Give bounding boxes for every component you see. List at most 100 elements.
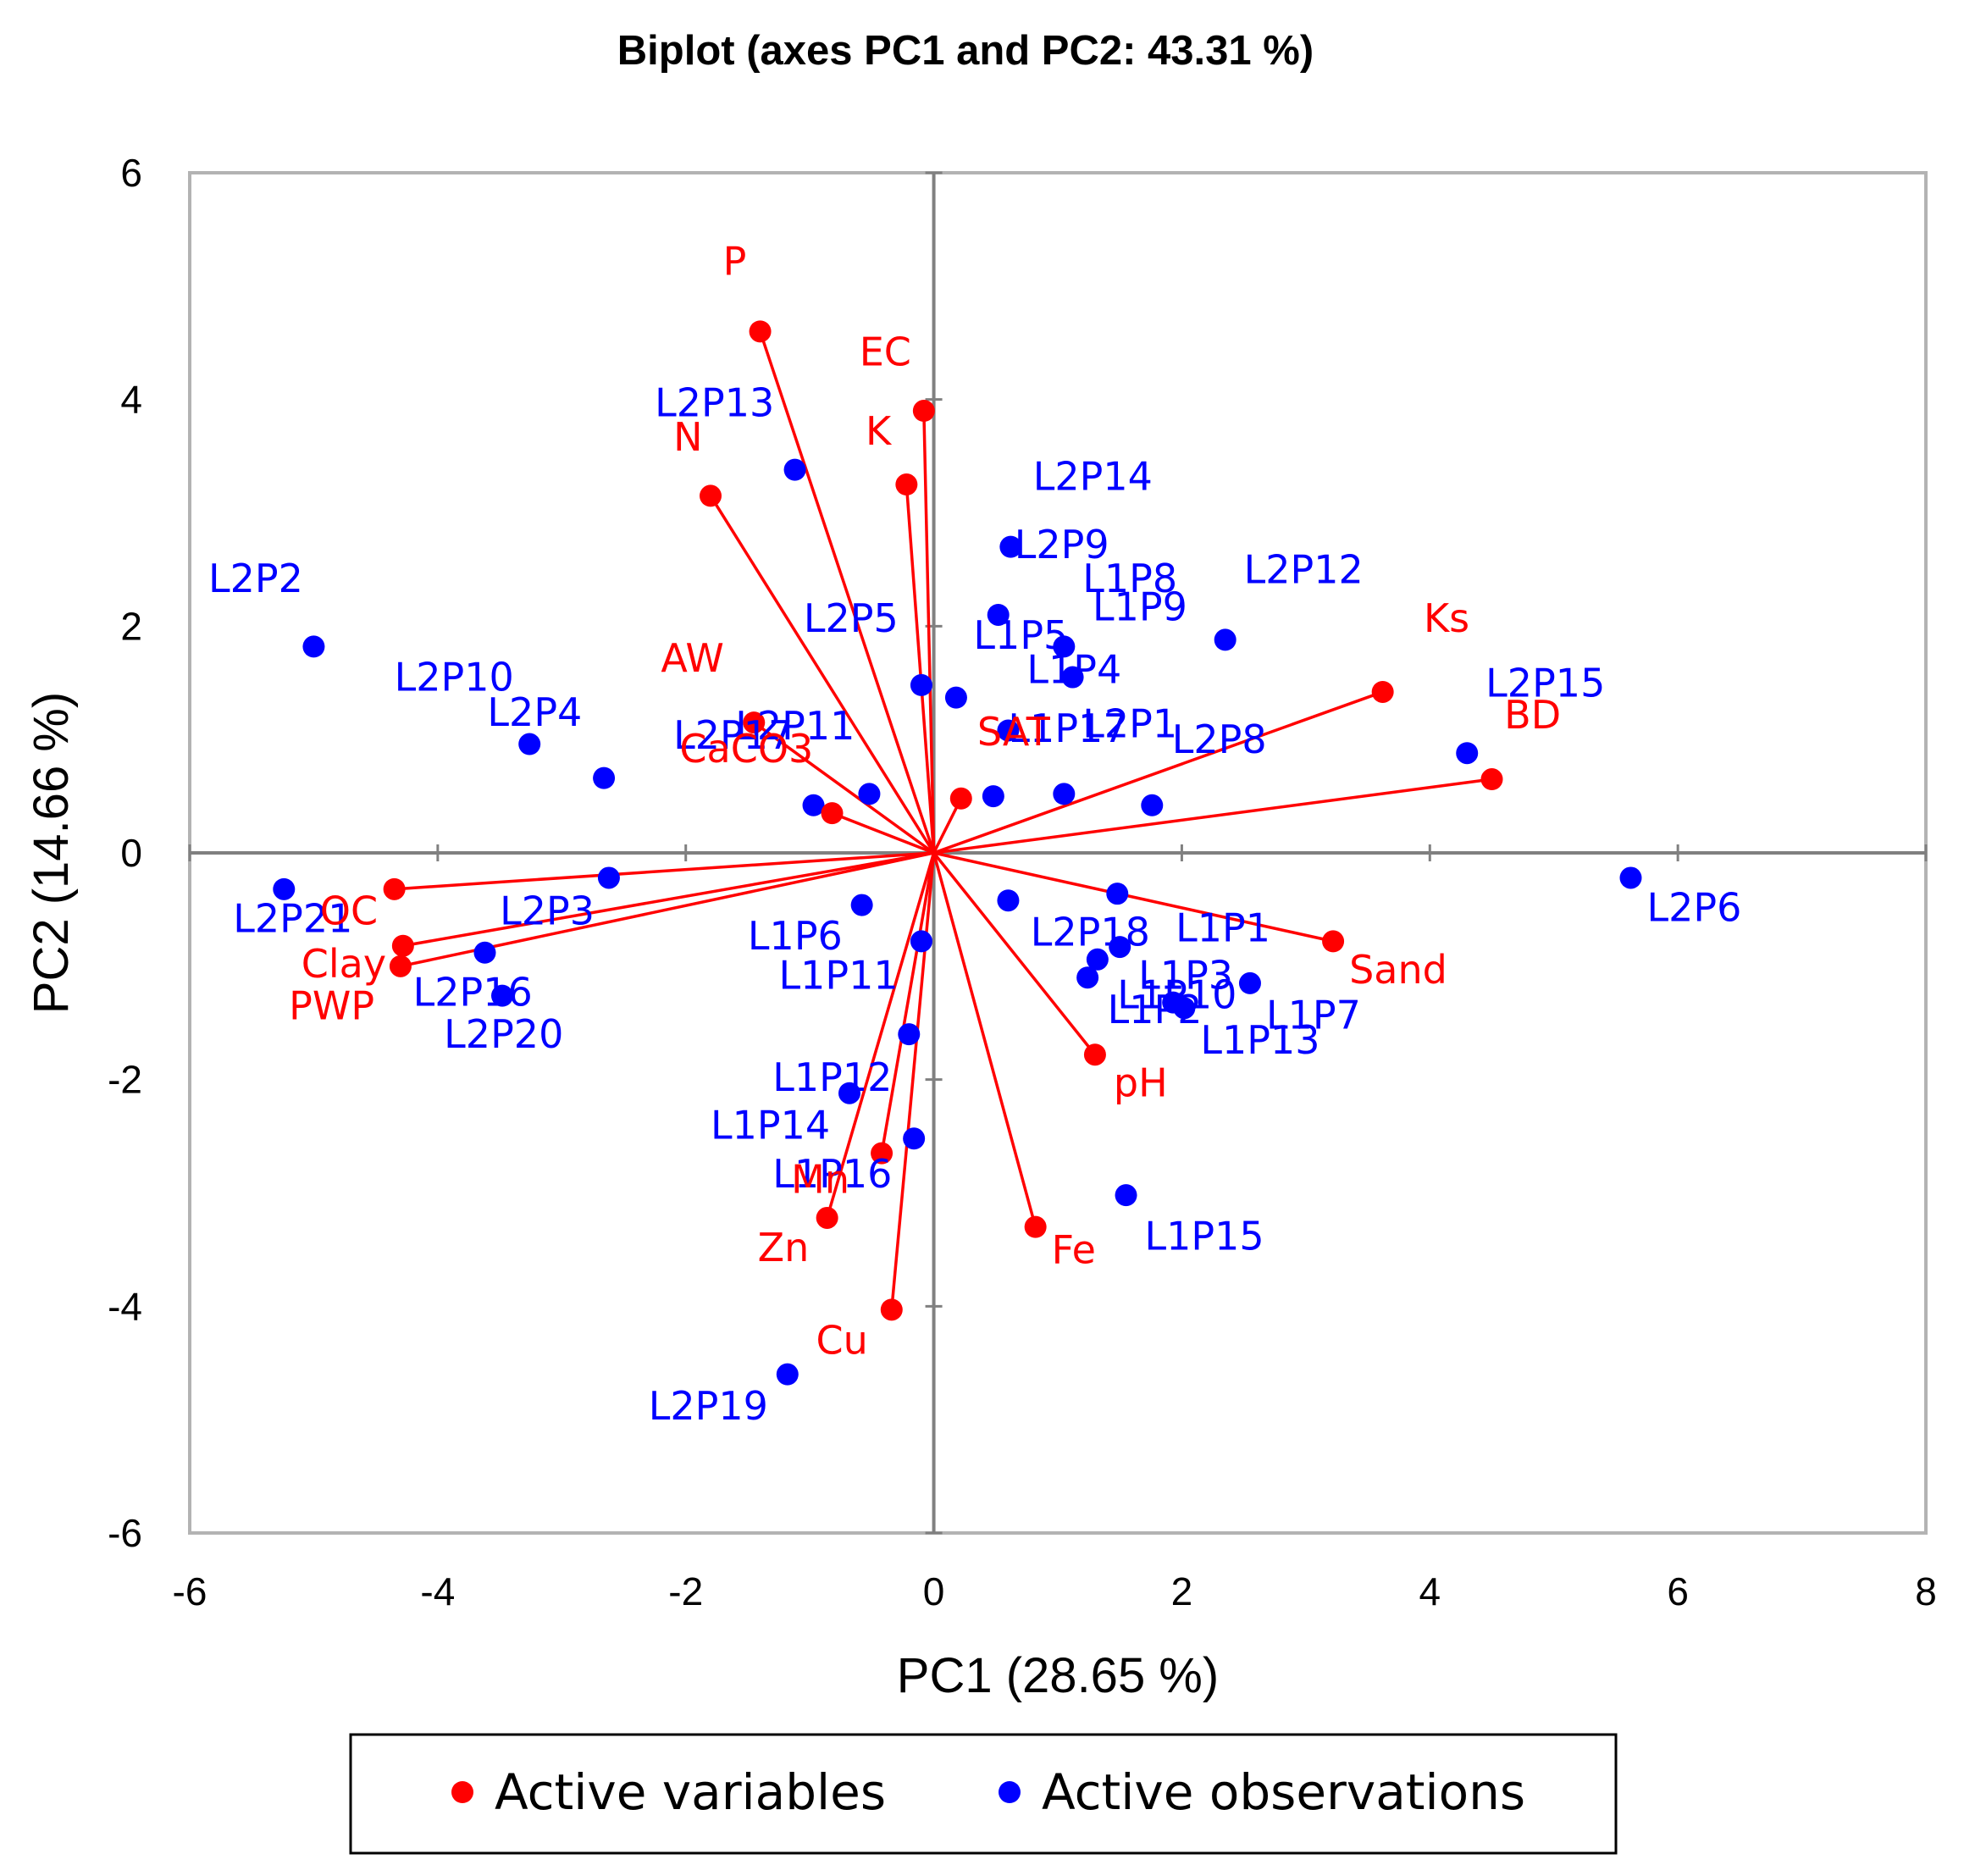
variable-vectors bbox=[394, 330, 1492, 1310]
observation-label: L1P16 bbox=[772, 1151, 892, 1197]
observation-point bbox=[850, 894, 873, 916]
observation-point bbox=[1109, 936, 1131, 959]
observation-point bbox=[1619, 866, 1642, 889]
observation-label: L2P6 bbox=[1647, 884, 1742, 930]
variable-point bbox=[1371, 680, 1394, 703]
observation-point bbox=[1086, 948, 1109, 971]
observation-label: L2P1 bbox=[1082, 700, 1177, 746]
x-tick-label: -4 bbox=[420, 1569, 455, 1613]
observation-label: L2P17 bbox=[673, 712, 793, 758]
variable-point bbox=[1083, 1043, 1106, 1066]
legend-marker-observations bbox=[999, 1781, 1021, 1803]
observation-point bbox=[910, 930, 932, 953]
observation-label: L1P7 bbox=[1266, 992, 1361, 1038]
observation-label: L2P5 bbox=[804, 595, 899, 641]
tick-labels: -6 -4 -2 0 2 4 6 8 -6 -4 -2 0 2 4 6 bbox=[108, 151, 1937, 1613]
variable-label: Cu bbox=[816, 1318, 867, 1364]
observation-point bbox=[518, 733, 541, 755]
vector-k bbox=[905, 484, 936, 854]
vector-ks bbox=[932, 690, 1384, 855]
variable-point bbox=[391, 934, 414, 957]
observation-label: L2P8 bbox=[1172, 717, 1267, 762]
observation-label: L2P14 bbox=[1033, 454, 1153, 500]
variable-label: SAT bbox=[977, 709, 1051, 755]
x-tick-label: 2 bbox=[1171, 1569, 1193, 1613]
x-axis-title: PC1 (28.65 %) bbox=[897, 1648, 1219, 1703]
observation-point bbox=[1214, 628, 1236, 651]
observation-point bbox=[1061, 666, 1084, 689]
observation-point bbox=[1173, 997, 1196, 1020]
variable-point bbox=[912, 400, 935, 423]
observation-point bbox=[898, 1023, 921, 1046]
observation-point bbox=[1141, 794, 1164, 816]
observation-label: L1P3 bbox=[1138, 953, 1233, 999]
y-tick-label: -2 bbox=[108, 1058, 142, 1102]
variable-label: Ks bbox=[1424, 595, 1469, 641]
observation-label: L2P21 bbox=[233, 896, 352, 942]
observation-point bbox=[273, 877, 296, 900]
variable-label: Clay bbox=[302, 941, 386, 987]
observation-label: L2P2 bbox=[208, 556, 303, 601]
x-tick-label: -6 bbox=[173, 1569, 207, 1613]
variable-label: EC bbox=[860, 329, 911, 375]
observation-point bbox=[597, 866, 620, 889]
variable-label: Mn bbox=[791, 1157, 849, 1203]
vector-oc bbox=[394, 851, 934, 891]
vector-clay bbox=[402, 851, 934, 948]
observation-point bbox=[302, 635, 325, 658]
legend: Active variables Active observations bbox=[349, 1733, 1618, 1855]
observation-point bbox=[997, 889, 1020, 912]
axes-layer bbox=[188, 171, 1928, 1535]
observation-point bbox=[1106, 883, 1129, 905]
observation-point bbox=[987, 603, 1010, 626]
vector-zn bbox=[825, 852, 936, 1219]
observation-point bbox=[999, 535, 1022, 558]
y-axis-title: PC2 (14.66 %) bbox=[24, 692, 79, 1014]
observation-label: L2P16 bbox=[413, 970, 533, 1015]
observation-label: L1P15 bbox=[1145, 1213, 1264, 1259]
variable-point bbox=[1024, 1215, 1047, 1238]
observation-label: L2P20 bbox=[444, 1011, 563, 1057]
vector-cu bbox=[890, 852, 936, 1310]
variable-point bbox=[700, 484, 722, 507]
observation-label: L2P11 bbox=[735, 703, 855, 749]
observation-point bbox=[1053, 635, 1076, 658]
observation-point bbox=[802, 794, 825, 816]
observation-point bbox=[593, 766, 616, 789]
x-tick-label: 6 bbox=[1667, 1569, 1689, 1613]
variable-point bbox=[389, 955, 412, 977]
variable-label: N bbox=[673, 414, 702, 460]
observation-point bbox=[944, 686, 967, 709]
observation-point bbox=[982, 785, 1004, 808]
observation-label: L1P14 bbox=[711, 1102, 830, 1148]
observation-label: L1P12 bbox=[772, 1054, 892, 1100]
observation-point bbox=[473, 941, 496, 964]
variable-label: K bbox=[866, 408, 893, 454]
observation-label: L1P9 bbox=[1093, 584, 1187, 630]
variable-label: pH bbox=[1114, 1060, 1168, 1106]
vector-ph bbox=[932, 851, 1097, 1056]
observation-label: L2P9 bbox=[1015, 522, 1109, 567]
vector-p bbox=[758, 330, 936, 854]
x-tick-label: 8 bbox=[1915, 1569, 1937, 1613]
y-tick-label: 2 bbox=[120, 604, 142, 648]
observation-label: L2P4 bbox=[487, 689, 582, 735]
y-tick-label: 4 bbox=[120, 378, 142, 422]
variable-point bbox=[749, 320, 772, 343]
legend-box bbox=[349, 1733, 1618, 1855]
variable-point bbox=[880, 1298, 903, 1321]
variable-label: Zn bbox=[758, 1225, 810, 1270]
observation-label: L1P8 bbox=[1082, 556, 1177, 601]
variable-point bbox=[821, 802, 844, 825]
variable-point bbox=[1322, 930, 1345, 953]
chart-title: Biplot (axes PC1 and PC2: 43.31 %) bbox=[617, 28, 1314, 74]
variable-point bbox=[949, 787, 972, 810]
observation-point bbox=[1456, 742, 1479, 765]
variable-label: AW bbox=[661, 635, 723, 681]
observation-label: L1P2 bbox=[1108, 987, 1203, 1032]
vector-aw bbox=[753, 721, 935, 855]
legend-label-variables: Active variables bbox=[495, 1763, 886, 1821]
observation-label: L1P13 bbox=[1200, 1017, 1319, 1063]
